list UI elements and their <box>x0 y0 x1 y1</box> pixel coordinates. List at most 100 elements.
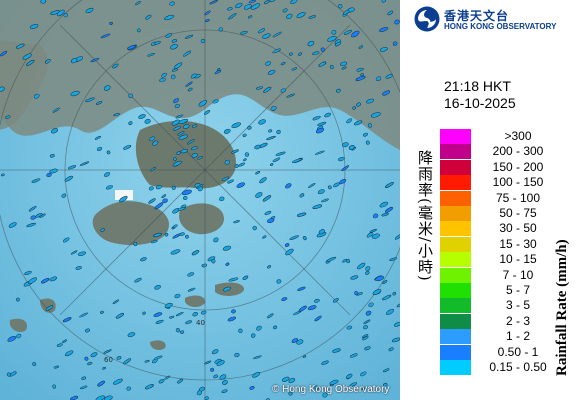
rain-echo <box>355 75 366 81</box>
rain-echo <box>95 101 103 105</box>
rain-echo <box>96 146 103 151</box>
rain-echo <box>184 34 193 39</box>
rain-echo <box>299 193 305 198</box>
rain-echo <box>90 57 100 63</box>
rain-echo <box>222 380 228 385</box>
rain-echo <box>198 99 208 107</box>
rain-echo <box>204 19 210 23</box>
rain-echo <box>204 10 211 16</box>
rain-echo <box>170 43 178 50</box>
rain-echo <box>342 142 349 148</box>
rain-echo <box>362 132 368 137</box>
rain-echo <box>249 386 255 390</box>
rain-echo <box>256 325 262 331</box>
rain-echo <box>264 211 272 215</box>
rain-echo <box>85 328 90 333</box>
rain-echo <box>329 379 339 385</box>
rain-echo <box>29 24 39 29</box>
rain-echo <box>154 284 161 290</box>
rain-echo <box>27 277 37 285</box>
range-ring-label-40: 40 <box>196 319 205 327</box>
rain-echo <box>211 258 216 264</box>
rain-echo <box>346 118 353 124</box>
rain-echo <box>126 386 131 391</box>
rain-echo <box>269 0 276 3</box>
rain-echo <box>64 175 74 182</box>
rain-echo <box>153 232 162 238</box>
rain-echo <box>209 0 218 5</box>
legend-label: 75 - 100 <box>495 190 541 205</box>
rain-echo <box>308 15 316 19</box>
rain-echo <box>155 319 164 324</box>
lantau-island <box>92 201 170 246</box>
rain-echo <box>173 125 181 131</box>
rain-echo <box>276 279 282 284</box>
rain-echo <box>360 371 367 377</box>
range-rings <box>0 0 400 400</box>
rain-echo <box>56 9 65 17</box>
rain-echo <box>62 339 67 344</box>
rain-echo <box>361 334 369 338</box>
rain-echo <box>298 52 302 56</box>
rain-echo <box>0 173 5 177</box>
legend-color-swatch <box>440 129 471 144</box>
rain-echo <box>255 171 261 175</box>
rain-echo <box>183 50 192 57</box>
rain-echo <box>282 8 288 13</box>
rain-echo <box>169 1 175 6</box>
rain-echo <box>171 68 179 72</box>
legend-row: 7 - 10 <box>440 267 560 283</box>
rain-echo <box>302 355 307 358</box>
rain-echo <box>173 157 177 161</box>
legend-label: 10 - 15 <box>499 252 537 267</box>
legend-color-swatch <box>440 206 471 221</box>
rain-echo <box>248 0 256 4</box>
legend-label: 150 - 200 <box>492 159 544 174</box>
rain-echo <box>45 305 54 311</box>
legend-row: 3 - 5 <box>440 298 560 314</box>
rain-echo <box>103 85 111 91</box>
rain-echo <box>105 185 113 190</box>
rain-echo <box>53 365 60 369</box>
rain-echo <box>170 74 176 80</box>
rain-echo <box>67 165 77 170</box>
rain-echo <box>394 19 400 25</box>
rain-echo <box>296 212 307 217</box>
rain-echo <box>192 124 198 128</box>
rain-echo <box>5 115 11 119</box>
rain-echo <box>372 213 379 219</box>
rain-echo <box>286 13 293 20</box>
rain-echo <box>197 155 203 160</box>
rain-echo <box>314 298 320 303</box>
rain-echo <box>363 325 368 330</box>
rain-echo <box>281 376 290 382</box>
org-name-chinese: 香港天文台 <box>444 9 510 23</box>
rain-echo <box>365 310 372 316</box>
legend-label: 15 - 30 <box>499 236 537 251</box>
rain-echo <box>165 33 172 38</box>
rain-echo <box>32 362 37 367</box>
rain-echo <box>176 151 181 155</box>
rain-echo <box>382 90 391 96</box>
legend-row: 50 - 75 <box>440 206 560 221</box>
rain-echo <box>151 240 158 244</box>
radar-map[interactable]: 40 60 © Hong Kong Observatory <box>0 0 400 400</box>
rain-echo <box>272 31 282 38</box>
rain-echo <box>213 374 219 379</box>
rain-echo <box>273 325 278 330</box>
rain-echo <box>211 349 219 355</box>
rain-echo <box>253 355 262 360</box>
legend-color-swatch <box>440 360 471 375</box>
rain-echo <box>346 258 350 264</box>
rain-echo <box>369 228 377 233</box>
rain-echo <box>307 305 317 311</box>
rain-echo <box>242 133 247 137</box>
rain-echo <box>361 387 366 391</box>
rain-echo <box>386 308 394 315</box>
rain-echo <box>28 205 37 212</box>
rain-echo <box>164 232 169 237</box>
rain-echo <box>222 286 231 292</box>
rain-echo <box>290 0 298 5</box>
rain-echo <box>224 160 230 165</box>
observation-time: 21:18 HKT <box>444 78 511 94</box>
